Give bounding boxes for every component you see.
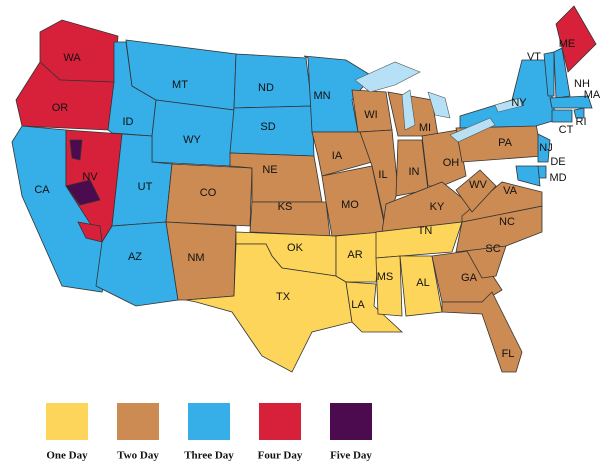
state-label: KS: [278, 201, 293, 213]
state-shape: [515, 165, 541, 187]
legend-label: One Day: [46, 450, 88, 462]
lake-erie: [449, 117, 496, 143]
state-shape: [151, 99, 235, 167]
state-label: TX: [276, 291, 291, 303]
state-label: CT: [559, 124, 574, 136]
legend-swatch: [259, 403, 301, 440]
state-label: WI: [364, 109, 377, 121]
legend-label: Five Day: [330, 450, 372, 462]
state-label: MO: [341, 199, 359, 211]
state-label: KY: [430, 201, 445, 213]
state-label: IL: [378, 169, 387, 181]
state-label: AZ: [128, 251, 142, 263]
state-label: NC: [499, 216, 515, 228]
state-shape: [551, 109, 573, 123]
legend-label: Two Day: [117, 450, 159, 462]
legend-label: Three Day: [184, 450, 234, 462]
state-shape: [311, 131, 373, 177]
legend-swatch: [188, 403, 230, 440]
state-label: RI: [576, 116, 587, 128]
state-label: OK: [287, 242, 304, 254]
state-label: ME: [559, 38, 576, 50]
state-label: ND: [258, 82, 274, 94]
state-shape: [549, 95, 593, 109]
legend: One Day Two Day Three Day Four Day Five Day: [46, 403, 372, 462]
state-label: CO: [200, 187, 217, 199]
state-shape: [455, 169, 497, 213]
state-label: SC: [485, 243, 500, 255]
state-label: NY: [511, 97, 527, 109]
state-shape: [459, 59, 557, 129]
state-label: VA: [503, 185, 518, 197]
state-label: DE: [550, 156, 565, 168]
legend-label: Four Day: [258, 450, 303, 462]
state-label: NJ: [539, 142, 552, 154]
state-label: OR: [52, 102, 69, 114]
zone-patch: [69, 139, 83, 161]
state-label: WY: [183, 134, 201, 146]
state-shape: [95, 221, 179, 307]
state-label: WV: [469, 179, 487, 191]
state-label: MI: [419, 122, 431, 134]
state-label: GA: [461, 272, 478, 284]
zone-patch: [65, 179, 101, 206]
state-label: MT: [172, 79, 188, 91]
state-shape: [375, 221, 463, 259]
state-label: PA: [498, 137, 513, 149]
state-shape: [441, 291, 523, 373]
state-labels: WA OR CA NV ID MT WY UT AZ CO NM ND SD NE KS OK TX MN IA MO…: [34, 38, 601, 360]
state-label: MS: [377, 271, 394, 283]
state-shape: [461, 181, 543, 223]
state-label: MN: [313, 90, 330, 102]
state-label: FL: [502, 348, 515, 360]
state-label: UT: [138, 181, 153, 193]
lake-huron: [427, 91, 451, 119]
state-label: MD: [549, 172, 566, 184]
state-shape: [421, 129, 467, 187]
state-label: IN: [409, 166, 420, 178]
state-shape: [537, 133, 551, 163]
state-shape: [335, 231, 383, 283]
state-label: OH: [443, 157, 460, 169]
state-label: WA: [63, 52, 81, 64]
state-shape: [543, 51, 555, 97]
state-shape: [303, 55, 373, 133]
state-shape: [553, 47, 571, 99]
state-shape: [185, 243, 353, 373]
state-label: AR: [347, 249, 362, 261]
legend-swatch: [46, 403, 88, 440]
state-label: NH: [574, 78, 590, 90]
states: [11, 5, 597, 373]
legend-swatch: [117, 403, 159, 440]
state-label: NV: [82, 171, 98, 183]
lake-superior: [354, 61, 421, 93]
state-shape: [345, 281, 404, 333]
state-label: TN: [418, 225, 433, 237]
state-shape: [375, 255, 403, 317]
state-label: NE: [262, 164, 277, 176]
state-label: MA: [584, 89, 601, 101]
state-shape: [555, 5, 597, 73]
zone-patch: [77, 221, 103, 243]
legend-swatch: [330, 403, 372, 440]
state-label: CA: [34, 184, 50, 196]
lakes: [354, 61, 523, 143]
state-label: AL: [416, 277, 429, 289]
lake-ontario: [494, 97, 523, 113]
state-label: VT: [527, 51, 541, 63]
lake-michigan: [401, 89, 416, 131]
state-label: SD: [260, 121, 275, 133]
state-label: LA: [351, 299, 365, 311]
state-label: NM: [187, 252, 204, 264]
state-label: ID: [123, 116, 134, 128]
state-label: IA: [332, 150, 343, 162]
state-shape: [573, 107, 585, 119]
